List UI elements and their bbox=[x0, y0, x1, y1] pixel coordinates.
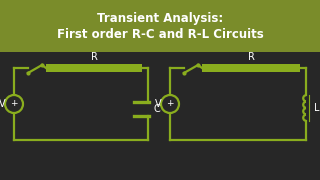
Text: +: + bbox=[10, 100, 18, 109]
Text: V: V bbox=[0, 99, 5, 109]
Bar bbox=[0, 0, 320, 52]
Text: R: R bbox=[248, 52, 254, 62]
Text: V: V bbox=[155, 99, 161, 109]
Text: L: L bbox=[314, 103, 319, 113]
Circle shape bbox=[5, 95, 23, 113]
Text: Transient Analysis:: Transient Analysis: bbox=[97, 12, 223, 25]
Text: +: + bbox=[166, 100, 174, 109]
Text: C: C bbox=[153, 104, 160, 114]
Text: R: R bbox=[91, 52, 97, 62]
Text: First order R-C and R-L Circuits: First order R-C and R-L Circuits bbox=[57, 28, 263, 41]
Circle shape bbox=[161, 95, 179, 113]
Bar bbox=[202, 64, 300, 72]
Bar bbox=[46, 64, 142, 72]
